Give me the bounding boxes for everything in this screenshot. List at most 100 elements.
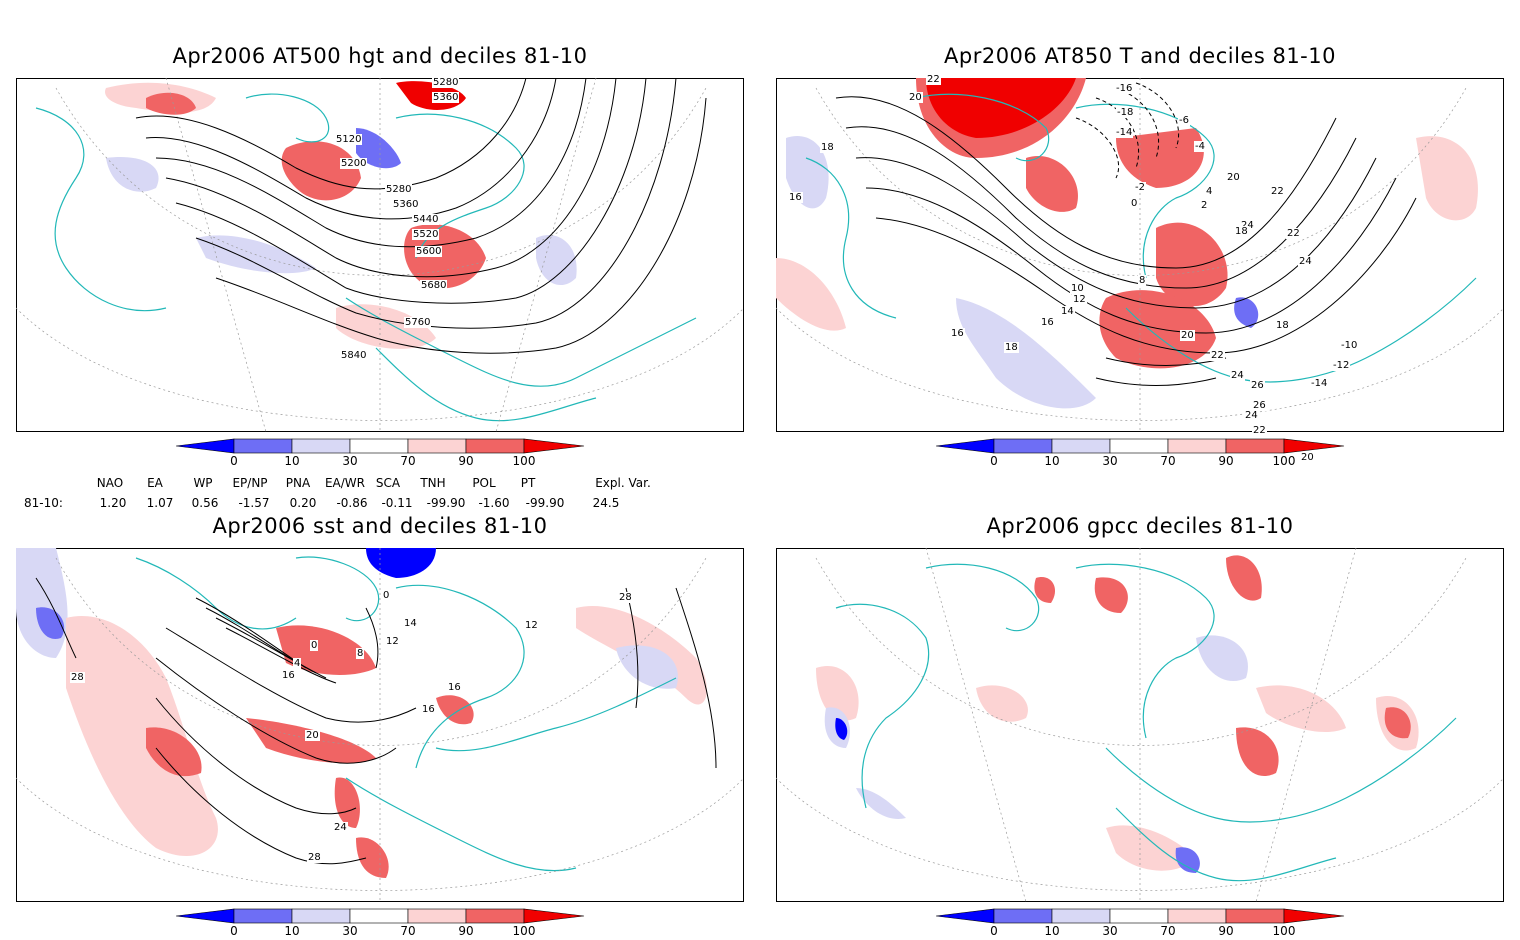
colorbar-swatch xyxy=(291,438,351,454)
index-value: 0.20 xyxy=(289,496,317,510)
contour-label: 28 xyxy=(307,852,322,863)
colorbar-swatches xyxy=(176,908,585,924)
contour-label: -16 xyxy=(1115,83,1134,94)
colorbar-high-arrow xyxy=(523,438,585,454)
contour-label: 12 xyxy=(524,620,539,631)
index-header: SCA xyxy=(375,476,401,490)
map-panel-hgt500 xyxy=(16,78,744,432)
colorbar-tick-label: 70 xyxy=(1160,924,1176,938)
grid xyxy=(16,78,744,432)
contour-label: -12 xyxy=(1332,360,1351,371)
contour-label: 22 xyxy=(1270,186,1285,197)
height-contours xyxy=(135,78,707,354)
colorbar-tick-label: 30 xyxy=(1102,924,1118,938)
panel-title-t850: Apr2006 AT850 T and deciles 81-10 xyxy=(944,44,1336,68)
colorbar-tick-label: 90 xyxy=(1218,924,1234,938)
map-panel-sst xyxy=(16,548,744,902)
contour-label: 5200 xyxy=(340,158,368,169)
contour-label: -6 xyxy=(1178,115,1190,126)
contour-label: 24 xyxy=(1298,256,1313,267)
index-header: PNA xyxy=(285,476,311,490)
contour-label: -18 xyxy=(1116,107,1135,118)
contour-label: 0 xyxy=(382,590,391,601)
index-header: PT xyxy=(520,476,536,490)
index-header: EP/NP xyxy=(232,476,268,490)
index-value: 1.20 xyxy=(99,496,127,510)
contour-label: 28 xyxy=(70,672,85,683)
contour-label: -4 xyxy=(1194,141,1206,152)
contour-label: 5360 xyxy=(392,199,420,210)
colorbar-low-arrow xyxy=(936,438,995,454)
contour-label: 24 xyxy=(333,822,348,833)
contour-label: 22 xyxy=(1286,228,1301,239)
map-svg-gpcc xyxy=(776,548,1504,902)
contour-label: 14 xyxy=(403,618,418,629)
colorbar-swatch xyxy=(1225,438,1285,454)
grid xyxy=(16,548,744,902)
colorbar-swatch xyxy=(233,908,293,924)
contour-label: 20 xyxy=(1300,452,1315,463)
contour-label: 8 xyxy=(1138,275,1147,286)
colorbar-tick-label: 10 xyxy=(284,924,300,938)
contour-label: 14 xyxy=(1060,306,1075,317)
contour-label: 24 xyxy=(1240,220,1255,231)
contour-label: 5440 xyxy=(412,214,440,225)
grid xyxy=(776,78,1504,432)
index-header: WP xyxy=(193,476,213,490)
contour-label: 16 xyxy=(950,328,965,339)
colorbar-sst: 0 10 30 70 90 100 xyxy=(176,908,586,940)
colorbar-swatch xyxy=(407,438,467,454)
contour-label: 20 xyxy=(908,92,923,103)
contour-label: 16 xyxy=(1040,317,1055,328)
panel-title-sst: Apr2006 sst and deciles 81-10 xyxy=(212,514,548,538)
contour-label: 5360 xyxy=(432,92,460,103)
colorbar-tick-label: 100 xyxy=(512,924,536,938)
contour-label: -2 xyxy=(1134,182,1146,193)
colorbar-tick-label: 10 xyxy=(1044,924,1060,938)
contour-label: 5840 xyxy=(340,350,368,361)
contour-label: 18 xyxy=(1275,320,1290,331)
contour-label: 5520 xyxy=(412,229,440,240)
anomaly-shading xyxy=(776,78,1478,409)
contour-label: 16 xyxy=(281,670,296,681)
contour-label: -10 xyxy=(1340,340,1359,351)
colorbar-swatch xyxy=(465,908,525,924)
contour-label: 2 xyxy=(1200,200,1209,211)
contour-label: 4 xyxy=(293,658,302,669)
index-value: 1.07 xyxy=(146,496,174,510)
indices-row-label: 81-10: xyxy=(24,496,63,510)
index-value: -1.60 xyxy=(478,496,510,510)
index-header: EA/WR xyxy=(324,476,366,490)
colorbar-low-arrow xyxy=(176,438,235,454)
index-value: 24.5 xyxy=(592,496,620,510)
contour-label: 5680 xyxy=(420,280,448,291)
contour-label: 0 xyxy=(1130,198,1139,209)
index-value: -1.57 xyxy=(238,496,270,510)
contour-label: 0 xyxy=(310,640,319,651)
colorbar-swatch xyxy=(1051,908,1111,924)
map-panel-t850 xyxy=(776,78,1504,432)
colorbar-swatch xyxy=(233,438,293,454)
colorbar-swatch xyxy=(291,908,351,924)
colorbar-tick-label: 70 xyxy=(400,454,416,468)
map-panel-gpcc xyxy=(776,548,1504,902)
contour-label: 4 xyxy=(1205,186,1214,197)
contour-label: 5760 xyxy=(404,317,432,328)
contour-label: 26 xyxy=(1252,400,1267,411)
contour-label: 20 xyxy=(1180,330,1195,341)
index-header: TNH xyxy=(420,476,446,490)
colorbar-swatch xyxy=(993,438,1053,454)
colorbar-tick-label: 90 xyxy=(1218,454,1234,468)
contour-label: 24 xyxy=(1230,370,1245,381)
colorbar-tick-label: 100 xyxy=(1272,924,1296,938)
colorbar-tick-label: 90 xyxy=(458,454,474,468)
map-svg-sst xyxy=(16,548,744,902)
index-value: 0.56 xyxy=(191,496,219,510)
colorbar-low-arrow xyxy=(936,908,995,924)
colorbar-tick-label: 30 xyxy=(342,924,358,938)
colorbar-swatch xyxy=(407,908,467,924)
colorbar-swatch xyxy=(1225,908,1285,924)
colorbar-swatch xyxy=(465,438,525,454)
colorbar-tick-label: 70 xyxy=(400,924,416,938)
contour-label: 10 xyxy=(1070,283,1085,294)
